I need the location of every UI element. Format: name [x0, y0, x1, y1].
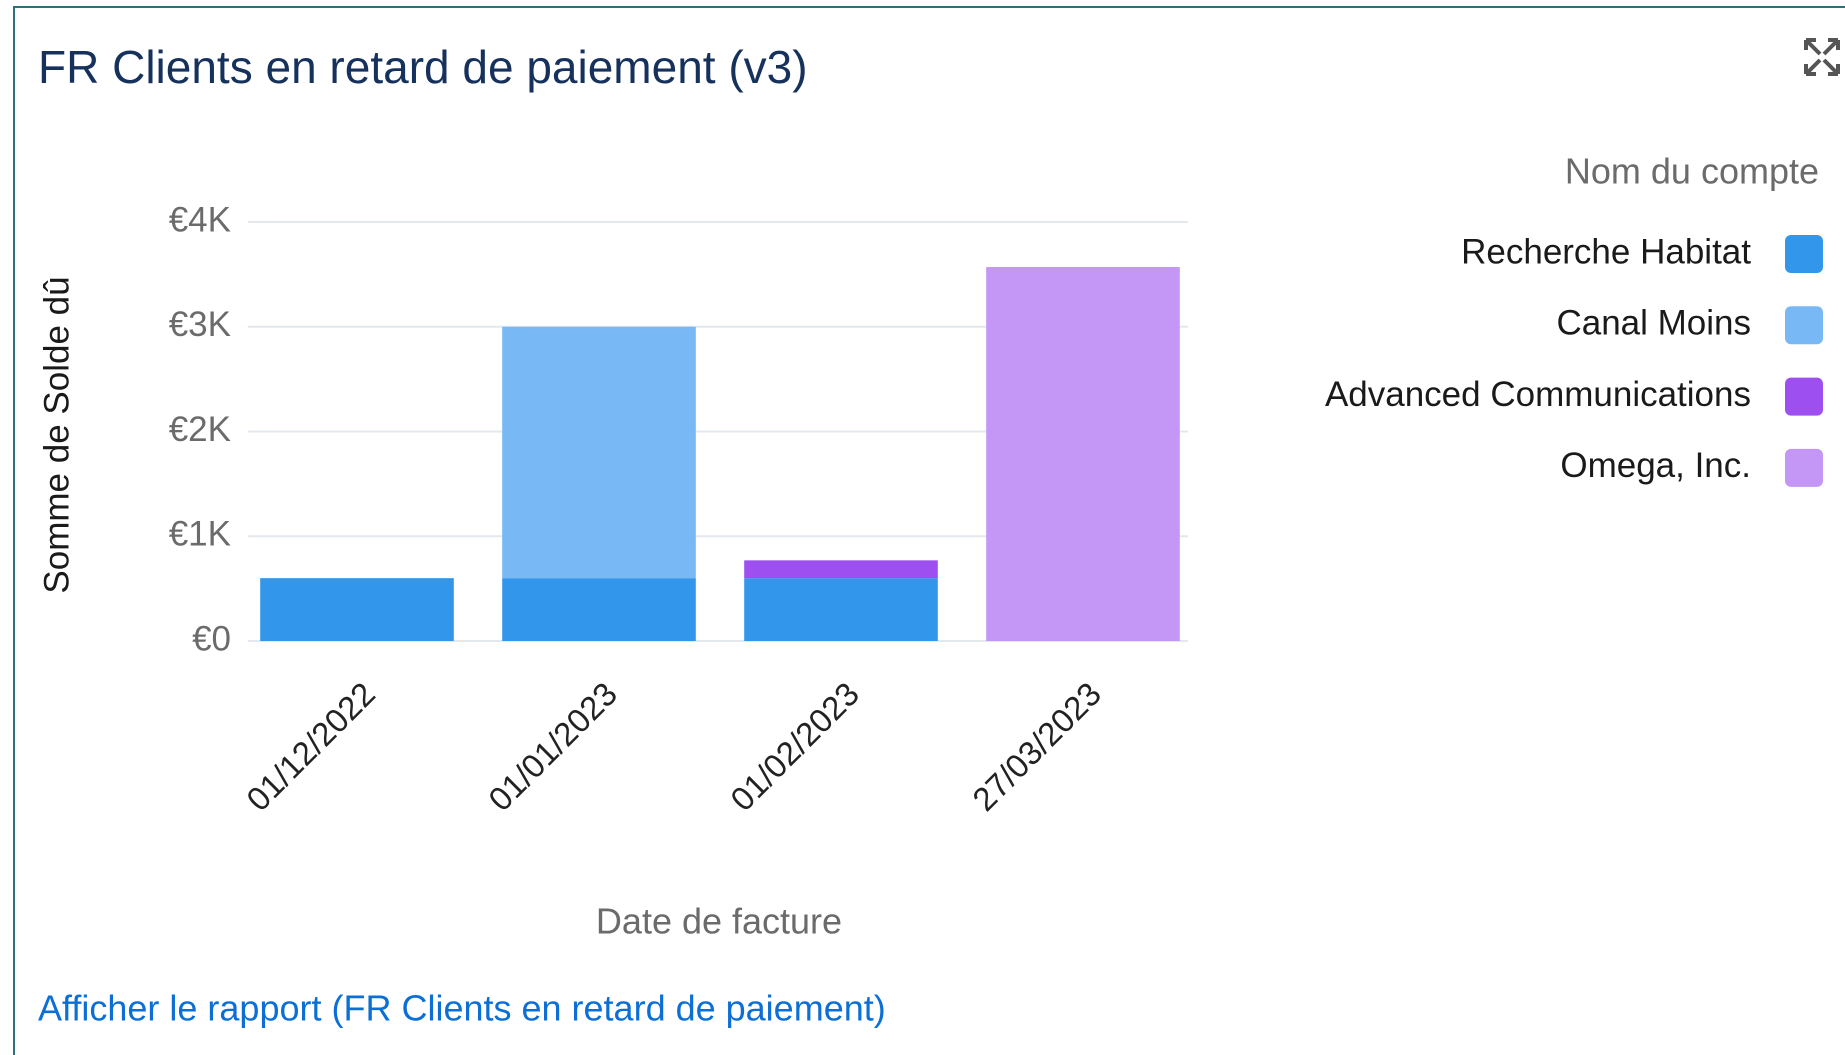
- legend-label[interactable]: Recherche Habitat: [1461, 232, 1751, 271]
- x-axis-title: Date de facture: [596, 901, 842, 942]
- y-axis-title: Somme de Solde dû: [37, 276, 76, 593]
- card-border: [13, 6, 1845, 1055]
- bar-segment: [502, 326, 696, 579]
- legend-label[interactable]: Advanced Communications: [1325, 375, 1751, 414]
- legend-swatch[interactable]: [1785, 448, 1823, 487]
- legend-label[interactable]: Omega, Inc.: [1560, 446, 1751, 485]
- bar-segment: [744, 560, 938, 579]
- y-tick-label: €1K: [169, 515, 231, 554]
- legend-swatch[interactable]: [1785, 306, 1823, 345]
- report-link[interactable]: Afficher le rapport (FR Clients en retar…: [38, 988, 886, 1029]
- bar-segment: [260, 578, 454, 641]
- bar-segment: [744, 578, 938, 641]
- y-tick-label: €3K: [169, 305, 231, 344]
- legend-swatch[interactable]: [1785, 377, 1823, 416]
- y-tick-label: €2K: [169, 410, 231, 449]
- legend-label[interactable]: Canal Moins: [1556, 304, 1751, 343]
- legend-title: Nom du compte: [1565, 151, 1819, 192]
- bar-segment: [986, 267, 1180, 641]
- chart-title: FR Clients en retard de paiement (v3): [38, 41, 808, 93]
- expand-icon[interactable]: [1804, 38, 1840, 76]
- bar-segment: [502, 578, 696, 641]
- legend-swatch[interactable]: [1785, 235, 1823, 273]
- y-tick-label: €0: [192, 619, 231, 658]
- y-tick-label: €4K: [169, 200, 231, 239]
